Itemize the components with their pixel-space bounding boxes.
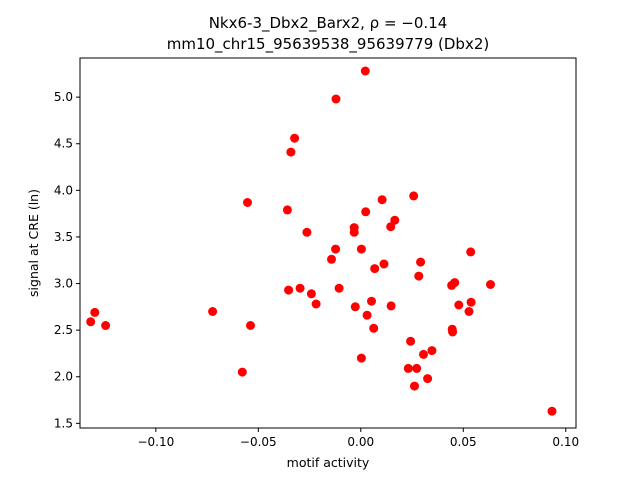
x-tick-label: 0.00 <box>347 435 374 449</box>
y-axis-ticks: 1.5 2.0 2.5 3.0 3.5 4.0 4.5 5.0 <box>54 90 80 430</box>
data-point <box>246 321 255 330</box>
data-point <box>403 363 413 373</box>
data-point <box>454 300 464 310</box>
x-tick-label: −0.05 <box>240 435 277 449</box>
data-point <box>327 254 336 264</box>
y-tick-label: 4.0 <box>54 183 73 197</box>
data-point <box>331 94 341 104</box>
data-point <box>302 227 312 237</box>
data-point <box>386 301 396 311</box>
data-point <box>416 257 426 267</box>
data-point <box>349 227 359 237</box>
data-point <box>350 302 360 312</box>
data-point <box>427 346 437 356</box>
x-axis-label: motif activity <box>287 455 370 470</box>
data-point <box>466 247 476 257</box>
y-tick-label: 2.5 <box>54 323 73 337</box>
data-point <box>410 381 419 391</box>
y-tick-label: 4.5 <box>54 137 73 151</box>
data-points <box>86 66 557 416</box>
data-point <box>448 327 458 337</box>
data-point <box>237 367 247 377</box>
x-tick-label: 0.05 <box>450 435 477 449</box>
data-point <box>282 205 292 215</box>
data-point <box>356 244 366 254</box>
data-point <box>377 195 387 205</box>
y-axis-label: signal at CRE (ln) <box>26 189 41 297</box>
x-axis-ticks: −0.10 −0.05 0.00 0.05 0.10 <box>137 428 579 449</box>
y-tick-label: 5.0 <box>54 90 73 104</box>
data-point <box>486 280 495 289</box>
x-tick-label: −0.10 <box>137 435 174 449</box>
data-point <box>386 222 396 232</box>
data-point <box>286 147 296 157</box>
data-point <box>284 285 294 295</box>
data-point <box>290 133 300 143</box>
data-point <box>311 299 321 309</box>
data-point <box>295 283 305 293</box>
x-tick-label: 0.10 <box>552 435 579 449</box>
chart-title-line1: Nkx6-3_Dbx2_Barx2, ρ = −0.14 <box>209 14 448 33</box>
data-point <box>466 297 476 307</box>
data-point <box>86 317 96 327</box>
data-point <box>367 296 376 306</box>
data-point <box>547 406 557 416</box>
data-point <box>406 336 416 346</box>
data-point <box>414 271 424 281</box>
data-point <box>243 198 252 207</box>
chart-title-line2: mm10_chr15_95639538_95639779 (Dbx2) <box>167 35 489 54</box>
data-point <box>450 278 460 288</box>
data-point <box>369 323 379 333</box>
data-point <box>90 307 100 317</box>
data-point <box>334 283 344 293</box>
data-point <box>101 321 111 330</box>
data-point <box>412 363 422 373</box>
data-point <box>360 66 370 76</box>
data-point <box>362 310 372 320</box>
y-tick-label: 3.0 <box>54 277 73 291</box>
y-tick-label: 2.0 <box>54 370 73 384</box>
data-point <box>464 307 474 316</box>
data-point <box>208 307 218 316</box>
data-point <box>370 264 380 274</box>
data-point <box>356 353 366 363</box>
plot-frame <box>79 57 577 429</box>
data-point <box>306 289 316 299</box>
data-point <box>331 244 341 254</box>
data-point <box>419 349 428 359</box>
data-point <box>409 191 419 201</box>
data-point <box>361 207 371 217</box>
data-point <box>423 374 433 384</box>
y-tick-label: 3.5 <box>54 230 73 244</box>
data-point <box>390 215 400 225</box>
data-point <box>379 259 389 269</box>
y-tick-label: 1.5 <box>54 416 73 430</box>
